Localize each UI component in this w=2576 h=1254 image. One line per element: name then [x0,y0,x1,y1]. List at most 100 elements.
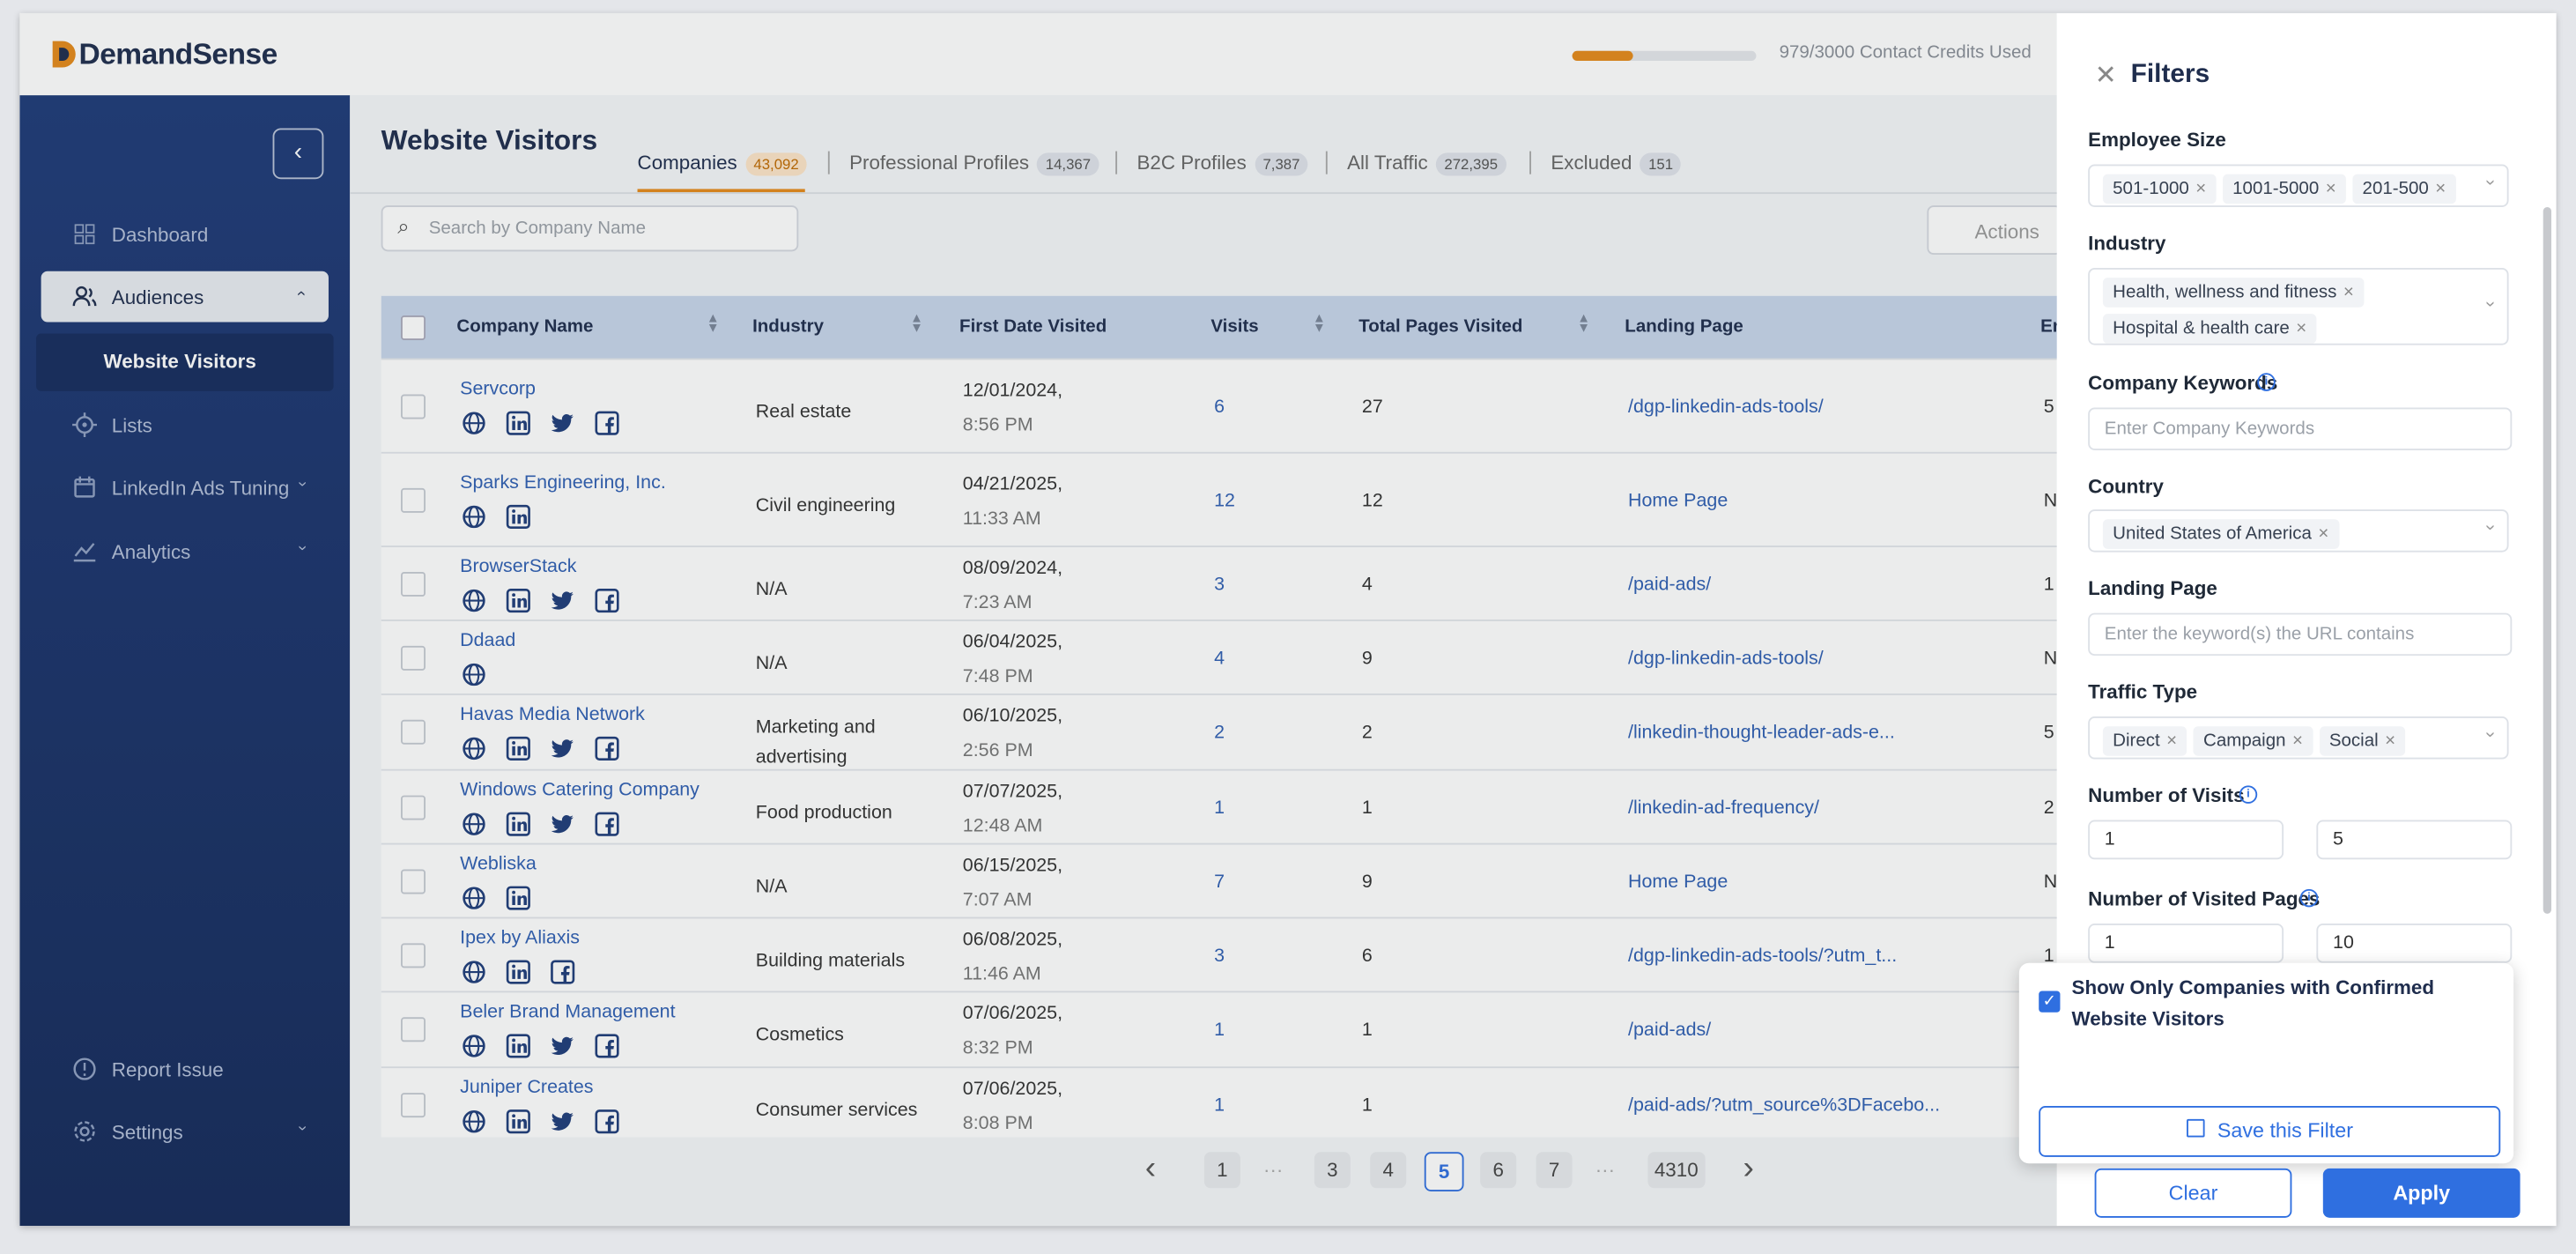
tab[interactable]: B2C Profiles 7,387 [1136,152,1308,176]
table-row[interactable]: Ddaad N/A 06/04/2025, 7:48 PM 4 9/dgp-linkedi… [381,620,2074,695]
social-icon[interactable] [551,812,575,836]
row-checkbox[interactable] [401,393,426,419]
row-checkbox[interactable] [401,719,426,745]
visits[interactable]: 1 [1214,1020,1225,1041]
collapse-button[interactable]: ‹ [272,128,324,180]
table-row[interactable]: Windows Catering Company Food production 0… [381,768,2074,845]
page-button[interactable]: 3 [1314,1152,1351,1189]
social-icon[interactable] [595,1109,619,1133]
row-checkbox[interactable] [401,571,426,596]
landing-page[interactable]: /linkedin-ad-frequency/ [1628,798,1819,818]
social-icon[interactable] [462,1109,486,1133]
social-icon[interactable] [551,737,575,761]
visits[interactable]: 1 [1214,1094,1225,1116]
social-icon[interactable] [551,1109,575,1133]
number-input[interactable]: 1 [2088,820,2284,860]
page-button[interactable]: 5 [1424,1152,1464,1191]
social-icon[interactable] [551,588,575,612]
landing-page[interactable]: /dgp-linkedin-ads-tools/ [1628,397,1824,417]
social-icon[interactable] [506,886,530,910]
select-box[interactable]: Direct × Campaign × Social × › [2088,716,2509,760]
nav-item[interactable]: Analytics [111,540,191,564]
social-icon[interactable] [506,1109,530,1133]
social-icon[interactable] [462,504,486,529]
table-row[interactable]: Juniper Creates Consumer services 07/06/20… [381,1066,2074,1137]
social-icon[interactable] [506,812,530,836]
visits[interactable]: 4 [1214,648,1225,669]
landing-page[interactable]: /paid-ads/?utm_source%3DFacebo... [1628,1094,1941,1116]
company-name[interactable]: Servcorp [460,378,536,399]
social-icon[interactable] [462,662,486,686]
social-icon[interactable] [462,737,486,761]
checkbox[interactable]: ✓ [2039,991,2061,1013]
nav-item[interactable]: Settings [111,1120,183,1144]
social-icon[interactable] [506,737,530,761]
save-filter-button[interactable]: Save this Filter [2039,1106,2501,1157]
social-icon[interactable] [551,411,575,435]
visits[interactable]: 6 [1214,397,1225,417]
search-box[interactable]: ⌕ Search by Company Name [381,205,799,252]
landing-page[interactable]: /paid-ads/ [1628,1020,1712,1041]
social-icon[interactable] [462,960,486,984]
page-button[interactable]: ··· [1595,1158,1616,1182]
landing-page[interactable]: Home Page [1628,490,1728,511]
company-name[interactable]: Sparks Engineering, Inc. [460,472,666,493]
nav-icon[interactable] [72,475,97,500]
landing-page[interactable]: /dgp-linkedin-ads-tools/?utm_t... [1628,946,1898,966]
tag[interactable]: United States of America × [2102,519,2339,549]
number-input[interactable]: 5 [2316,820,2513,860]
tag[interactable]: 201-500 × [2352,174,2456,204]
company-name[interactable]: Webliska [460,853,537,874]
social-icon[interactable] [595,737,619,761]
header-checkbox[interactable] [401,315,426,341]
page-button[interactable]: 7 [1536,1152,1573,1189]
row-checkbox[interactable] [401,942,426,968]
select-box[interactable]: Health, wellness and fitness × Hospital & … [2088,267,2509,345]
social-icon[interactable] [462,1034,486,1058]
page-button[interactable]: ··· [1263,1158,1284,1182]
tab[interactable]: Companies 43,092 [638,152,808,176]
page-button[interactable]: 4 [1370,1152,1407,1189]
number-input[interactable]: 10 [2316,924,2513,963]
nav-icon[interactable] [72,412,98,438]
social-icon[interactable] [506,411,530,435]
page-prev[interactable]: ‹ [1144,1150,1157,1187]
page-button[interactable]: 1 [1203,1152,1240,1189]
social-icon[interactable] [595,1034,619,1058]
landing-page[interactable]: Home Page [1628,872,1728,892]
social-icon[interactable] [551,1034,575,1058]
visits[interactable]: 7 [1214,872,1225,892]
visits[interactable]: 1 [1214,798,1225,818]
social-icon[interactable] [506,960,530,984]
tab[interactable]: Excluded 151 [1551,152,1682,176]
tab[interactable]: Professional Profiles 14,367 [849,152,1099,176]
tag[interactable]: Direct × [2102,726,2187,756]
social-icon[interactable] [506,588,530,612]
nav-item[interactable]: Report Issue [111,1057,224,1082]
table-row[interactable]: Ipex by Aliaxis Building materials 06/08/2… [381,916,2074,993]
table-row[interactable]: Servcorp Real estate 12/01/2024, 8:56 PM 6 27… [381,358,2074,454]
row-checkbox[interactable] [401,1092,426,1117]
tab[interactable]: All Traffic 272,395 [1347,152,1506,176]
table-row[interactable]: Sparks Engineering, Inc. Civil engineerin… [381,451,2074,547]
nav-item[interactable]: LinkedIn Ads Tuning [111,476,290,500]
visits[interactable]: 12 [1214,490,1235,511]
company-name[interactable]: Beler Brand Management [460,1002,676,1022]
nav-item[interactable]: Dashboard [111,223,209,247]
clear-button[interactable]: Clear [2094,1168,2292,1218]
select-box[interactable]: United States of America × › [2088,509,2509,553]
social-icon[interactable] [595,812,619,836]
landing-page[interactable]: /linkedin-thought-leader-ads-e... [1628,723,1895,743]
visits[interactable]: 3 [1214,574,1225,595]
row-checkbox[interactable] [401,868,426,894]
close-button[interactable]: ✕ [2094,62,2117,91]
table-row[interactable]: Webliska N/A 06/15/2025, 7:07 AM 7 9 Home Page… [381,842,2074,919]
social-icon[interactable] [462,812,486,836]
number-input[interactable]: 1 [2088,924,2284,963]
social-icon[interactable] [551,960,575,984]
select-box[interactable]: 501-1000 × 1001-5000 × 201-500 × › [2088,164,2509,207]
landing-page[interactable]: /dgp-linkedin-ads-tools/ [1628,648,1824,669]
row-checkbox[interactable] [401,794,426,820]
social-icon[interactable] [595,411,619,435]
tag[interactable]: Campaign × [2193,726,2313,756]
